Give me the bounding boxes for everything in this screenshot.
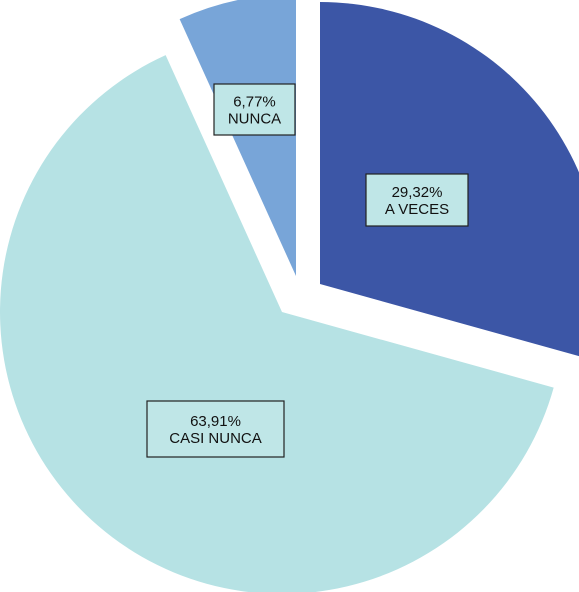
data-label-casi-nunca-percent: 63,91% — [190, 413, 241, 430]
data-label-box-casi-nunca — [146, 400, 285, 458]
slice-nunca — [179, 0, 296, 276]
data-label-nunca-percent: 6,77% — [233, 94, 276, 111]
slice-casi-nunca — [0, 55, 554, 592]
data-label-a-veces-percent: 29,32% — [392, 184, 443, 201]
data-label-a-veces-name: A VECES — [385, 201, 449, 218]
data-label-casi-nunca: 63,91% CASI NUNCA — [146, 400, 285, 458]
data-label-a-veces: 29,32% A VECES — [365, 173, 469, 227]
data-label-nunca: 6,77% NUNCA — [213, 83, 296, 136]
data-label-box-nunca — [213, 83, 296, 136]
data-label-casi-nunca-name: CASI NUNCA — [169, 430, 262, 447]
data-label-nunca-name: NUNCA — [228, 111, 281, 128]
data-label-box-a-veces — [365, 173, 469, 227]
